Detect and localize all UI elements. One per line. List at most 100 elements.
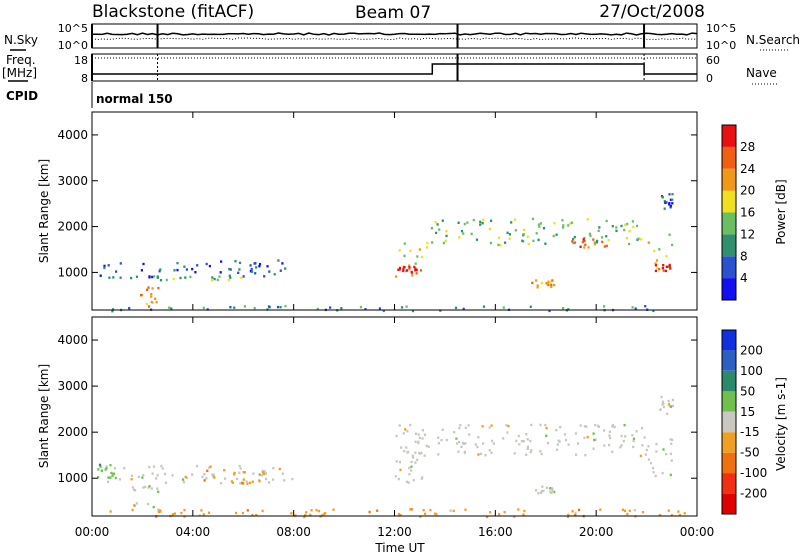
radar-cell [402,268,405,271]
radar-cell [489,511,492,514]
radar-cell [157,510,160,514]
radar-cell [583,236,586,240]
radar-cell [655,450,658,453]
xtick-label: 20:00 [579,525,614,539]
radar-cell [219,271,222,274]
radar-cell [397,512,401,516]
radar-cell [135,502,138,505]
radar-cell [544,242,547,245]
radar-cell [147,305,151,308]
colorbar-tick: 12 [740,227,755,241]
radar-cell [395,275,398,278]
radar-cell [402,265,405,269]
velocity-yticks: 1000 2000 3000 4000 [57,333,697,485]
radar-cell [522,513,525,516]
radar-cell [419,269,423,272]
radar-cell [661,403,664,406]
radar-cell [559,426,562,429]
radar-cell [135,275,139,278]
radar-cell [279,306,282,309]
radar-cell [502,437,505,440]
radar-cell [211,473,214,476]
radar-cell [97,468,100,471]
radar-cell [550,491,553,495]
radar-cell [284,267,287,270]
freq-left-tick-bottom: 8 [81,72,88,85]
radar-cell [527,242,530,246]
radar-cell [103,266,106,270]
radar-cell [137,475,140,479]
radar-cell [418,452,421,455]
radar-cell [647,445,650,448]
radar-cell [669,405,673,408]
radar-cell [506,231,509,234]
radar-cell [421,437,424,440]
radar-cell [258,473,261,476]
ytick-label: 2000 [57,220,88,234]
radar-cell [661,400,664,403]
radar-cell [248,481,252,484]
radar-cell [540,489,544,493]
radar-cell [454,306,458,310]
radar-cell [249,270,252,273]
colorbar-tick: 16 [740,206,755,220]
radar-cell [409,423,412,427]
radar-cell [623,509,627,512]
radar-cell [671,404,674,408]
radar-cell [234,260,237,263]
radar-cell [477,436,480,439]
radar-cell [595,241,598,244]
radar-cell [547,280,550,283]
radar-cell [119,276,122,279]
radar-cell [620,444,623,447]
radar-cell [658,267,661,271]
radar-cell [659,408,662,411]
radar-cell [472,218,475,222]
radar-cell [111,310,114,313]
radar-cell [416,255,419,258]
radar-cell [655,442,658,446]
radar-cell [340,307,343,310]
radar-cell [437,453,440,456]
colorbar-tick: -50 [740,446,760,460]
radar-cell [368,510,371,514]
radar-cell [266,265,269,268]
radar-cell [195,464,199,468]
radar-cell [588,232,591,236]
radar-cell [462,442,465,445]
radar-cell [669,438,672,441]
radar-cell [123,467,126,470]
radar-cell [113,467,116,470]
radar-cell [119,262,122,265]
radar-cell [549,280,552,284]
radar-cell [530,449,533,452]
radar-cell [526,445,530,448]
colorbar-tick: 100 [740,364,763,378]
colorbar-tick: 4 [740,271,748,285]
radar-cell [205,477,208,480]
radar-cell [513,218,516,221]
radar-cell [151,275,154,279]
radar-cell [608,430,611,433]
radar-cell [209,465,212,468]
radar-cell [441,219,444,222]
radar-cell [555,233,558,236]
radar-cell [603,305,606,308]
freq-right-tick-top: 60 [706,54,720,67]
radar-cell [662,405,665,409]
radar-cell [654,262,657,265]
radar-cell [539,491,543,494]
radar-cell [417,433,420,436]
radar-cell [653,249,656,253]
radar-cell [107,476,110,479]
radar-cell [159,268,162,271]
radar-cell [439,309,442,312]
radar-cell [140,269,143,272]
colorbar-tick: 50 [740,384,755,398]
radar-cell [669,198,672,201]
radar-cell [683,512,686,515]
radar-cell [316,307,319,311]
radar-cell [505,424,508,427]
colorbar-swatch [722,234,736,257]
radar-cell [435,231,438,235]
